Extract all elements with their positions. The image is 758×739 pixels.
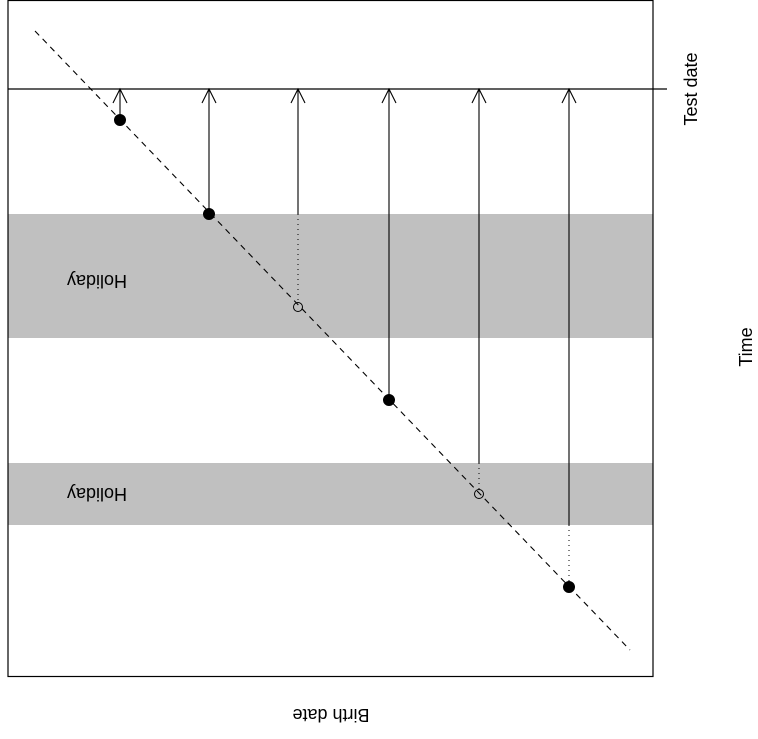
birth-date-label: Birth date bbox=[292, 705, 369, 725]
test-date-label: Test date bbox=[681, 52, 701, 125]
filled-marker-2 bbox=[203, 208, 215, 220]
open-marker-5 bbox=[474, 489, 484, 499]
arrow-head-1 bbox=[112, 87, 128, 104]
arrow-head-2 bbox=[201, 87, 217, 104]
plot-frame bbox=[7, 0, 654, 678]
open-marker-3 bbox=[293, 302, 303, 312]
arrow-head-5 bbox=[471, 87, 487, 104]
filled-marker-6 bbox=[563, 581, 575, 593]
time-axis-label: Time bbox=[736, 327, 756, 366]
arrow-head-4 bbox=[381, 87, 397, 104]
holiday-band-2 bbox=[8, 463, 653, 525]
filled-marker-4 bbox=[383, 394, 395, 406]
holiday-label-1: Holiday bbox=[67, 271, 127, 291]
arrow-group bbox=[112, 87, 577, 593]
holiday-label-2: Holiday bbox=[67, 484, 127, 504]
birth-diagonal-line bbox=[34, 30, 631, 651]
arrow-head-6 bbox=[561, 87, 577, 104]
filled-marker-1 bbox=[114, 114, 126, 126]
arrow-head-3 bbox=[290, 87, 306, 104]
holiday-band-1 bbox=[8, 214, 653, 338]
